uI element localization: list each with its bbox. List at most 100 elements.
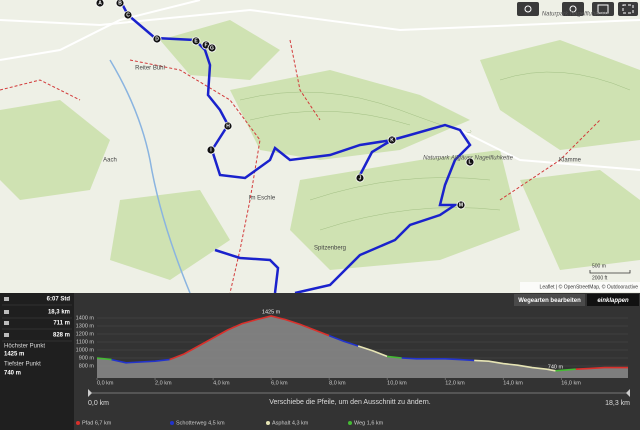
road xyxy=(0,8,640,32)
map-controls xyxy=(517,2,638,16)
icon xyxy=(524,5,532,13)
collapse-button[interactable] xyxy=(587,294,639,306)
forest xyxy=(0,100,110,200)
legend-label: Schotterweg 4,5 km xyxy=(176,420,225,426)
waypoint-marker xyxy=(223,121,233,131)
scale-label: 2000 ft xyxy=(592,275,608,281)
waypoint-marker xyxy=(191,36,201,46)
legend-swatch xyxy=(266,421,270,425)
slider-handle[interactable] xyxy=(626,389,630,397)
stat-value: 18,3 km xyxy=(48,310,70,316)
y-tick-label: 1400 m xyxy=(76,315,95,321)
waypoint-label: C xyxy=(126,13,130,19)
waypoint-label: L xyxy=(468,160,471,166)
roads xyxy=(0,0,640,171)
waypoint-label: J xyxy=(359,176,362,182)
trail xyxy=(129,59,261,294)
waypoint-marker xyxy=(465,157,475,167)
map-label: Im Eschle xyxy=(249,196,276,202)
x-tick-label: 12,0 km xyxy=(445,380,465,386)
contour xyxy=(319,207,501,231)
waypoint-label: A xyxy=(98,1,102,7)
x-tick-label: 6,0 km xyxy=(271,380,288,386)
legend-swatch xyxy=(348,421,352,425)
x-tick-label: 8,0 km xyxy=(329,380,346,386)
stat-icon xyxy=(4,310,9,314)
waypoint-label: D xyxy=(155,37,159,43)
scale-label: 500 m xyxy=(592,263,606,269)
y-tick-label: 800 m xyxy=(79,363,95,369)
waypoint-label: I xyxy=(210,148,212,154)
stat-label: Tiefster Punkt xyxy=(4,362,41,368)
contour xyxy=(249,110,411,126)
stat-icon xyxy=(4,333,9,337)
x-tick-label: 14,0 km xyxy=(503,380,523,386)
waypoint-marker xyxy=(152,34,162,44)
collapse-button-label[interactable]: einklappen xyxy=(597,298,629,304)
icon xyxy=(569,5,577,13)
trail xyxy=(289,39,321,121)
surface-line xyxy=(169,315,628,370)
waypoint-marker xyxy=(456,200,466,210)
x-tick-label: 4,0 km xyxy=(213,380,230,386)
waypoint-marker xyxy=(207,43,217,53)
x-tick-label: 2,0 km xyxy=(155,380,172,386)
river xyxy=(109,59,191,294)
waypoint-marker xyxy=(206,145,216,155)
edit-button-label[interactable]: Wegearten bearbeiten xyxy=(518,298,581,304)
y-tick-label: 1100 m xyxy=(76,339,94,345)
forest xyxy=(520,170,640,270)
slider-hint: Verschiebe die Pfeile, um den Ausschnitt… xyxy=(269,399,431,406)
waypoint-label: G xyxy=(210,46,214,52)
waypoint-marker xyxy=(355,173,365,183)
legend-label: Asphalt 4,3 km xyxy=(272,420,309,426)
stat-value: 6:07 Std xyxy=(47,297,71,303)
x-tick-label: 16,0 km xyxy=(561,380,581,386)
stat-value: 1425 m xyxy=(4,352,24,358)
waypoint-marker xyxy=(123,10,133,20)
waypoint-label: E xyxy=(194,39,198,45)
edit-button[interactable] xyxy=(514,294,585,306)
road xyxy=(0,0,201,61)
button-bike[interactable] xyxy=(562,2,584,16)
slider-end: 18,3 km xyxy=(605,400,630,407)
forest xyxy=(160,20,280,80)
waypoint-label: M xyxy=(459,203,463,209)
stat-icon xyxy=(4,321,9,325)
stat-value: 828 m xyxy=(53,333,70,339)
x-tick-label: 0,0 km xyxy=(97,380,114,386)
button-fullscreen[interactable] xyxy=(618,2,638,16)
map-attribution: Leaflet | © OpenStreetMap, © Outdooracti… xyxy=(540,283,639,290)
route xyxy=(118,0,472,295)
route-branch xyxy=(358,138,393,176)
stats-panel xyxy=(0,293,74,430)
annotation: 1425 m xyxy=(262,309,281,315)
forest xyxy=(480,40,640,150)
contour xyxy=(309,177,491,201)
surface-line xyxy=(357,345,556,372)
legend-label: Weg 1,6 km xyxy=(354,420,384,426)
stat-icon xyxy=(4,297,9,301)
slider-handle[interactable] xyxy=(88,389,92,397)
surface-line xyxy=(96,355,576,372)
road xyxy=(459,129,640,171)
stat-label: Höchster Punkt xyxy=(4,344,45,350)
trails xyxy=(0,39,601,294)
map[interactable] xyxy=(0,0,640,295)
slider-start: 0,0 km xyxy=(88,400,109,407)
map-label: Klamme xyxy=(559,158,582,164)
surface-line xyxy=(111,334,475,364)
annotation: 740 m xyxy=(548,364,564,370)
map-label: Spitzenberg xyxy=(314,246,346,252)
scale-bar xyxy=(589,270,631,274)
button-hint[interactable] xyxy=(517,2,539,16)
map-label: Reiter Bühl xyxy=(135,66,165,72)
legend-label: Pfad 6,7 km xyxy=(82,420,112,426)
y-tick-label: 1300 m xyxy=(76,323,95,329)
attribution-bar xyxy=(520,282,640,292)
y-tick-label: 1000 m xyxy=(76,347,95,353)
stat-value: 711 m xyxy=(53,321,70,327)
waypoint-label: F xyxy=(204,43,207,49)
map-label: Naturpark Nagelfluhkette xyxy=(542,12,609,18)
